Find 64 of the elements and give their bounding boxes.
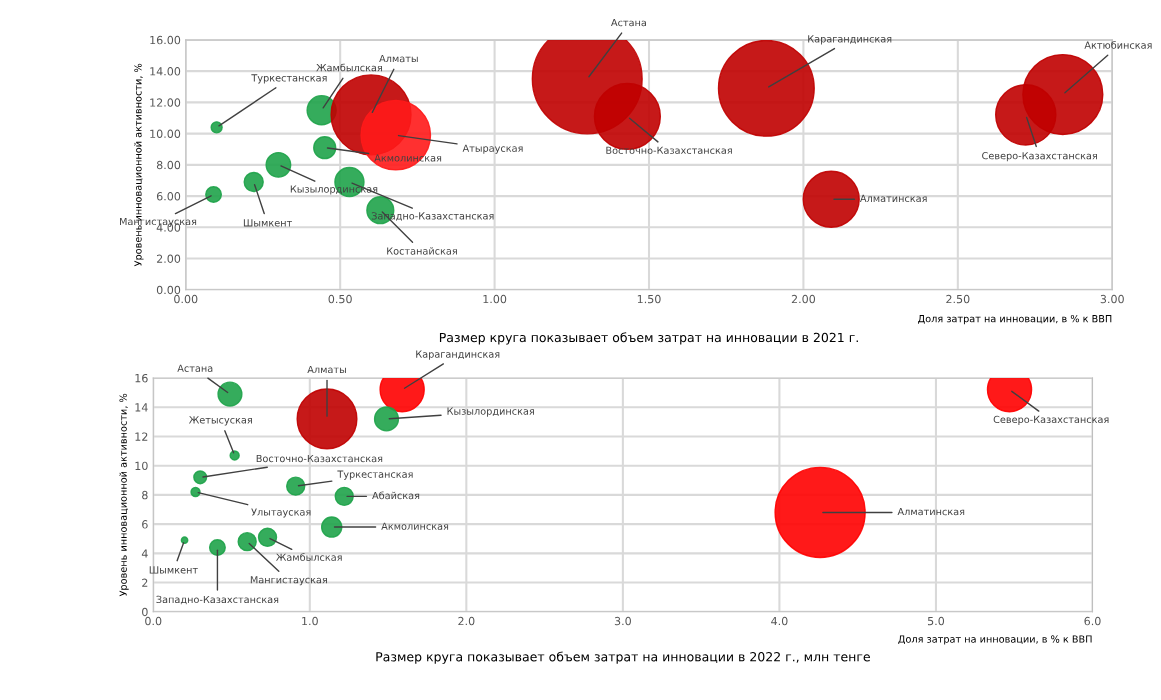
y-tick-label: 12 — [135, 432, 148, 441]
y-tick-label: 6 — [142, 520, 148, 529]
x-tick-label: 2.50 — [946, 294, 970, 304]
x-tick-label: 1.0 — [302, 616, 318, 626]
text: Шымкент — [243, 219, 292, 227]
y-tick-label: 2 — [142, 578, 148, 587]
text: Кызылординская — [447, 407, 534, 417]
y-tick-label: 10.00 — [150, 129, 181, 138]
y-tick-label: 4 — [141, 549, 148, 558]
series-label: Карагандинская — [808, 35, 892, 45]
y-tick-label: 8 — [142, 490, 148, 500]
series-label: Карагандинская — [416, 350, 500, 360]
text: Акмолинская — [381, 522, 449, 530]
x-tick-label: 2.0 — [458, 616, 475, 626]
text: Туркестанская — [251, 74, 327, 84]
x-tick-label: 0.50 — [328, 294, 352, 304]
y-tick-label: 12.00 — [150, 98, 181, 107]
series-label: Астана — [611, 18, 646, 27]
text: Костанайская — [387, 247, 457, 255]
x-axis-title: Доля затрат на инновации, в % к ВВП — [918, 314, 1112, 325]
text: Алматинская — [897, 508, 965, 516]
x-tick-label: 1.50 — [637, 294, 661, 304]
x-tick-label: 3.0 — [614, 616, 631, 626]
text: Восточно-Казахстанская — [256, 454, 383, 463]
text: Размер круга показывает объем затрат на инновации в 2021 г. — [439, 332, 858, 345]
y-tick-label: 10 — [135, 461, 148, 471]
y-tick-label: 2.00 — [156, 254, 181, 263]
y-tick-label: 0.00 — [156, 285, 181, 295]
y-tick-label: 16 — [135, 373, 148, 383]
series-label: Северо-Казахстанская — [982, 152, 1097, 162]
series-label: Абайская — [372, 491, 420, 500]
series-label: Астана — [177, 364, 213, 372]
text: Алматы — [307, 365, 346, 374]
y-tick-label: 8.00 — [156, 160, 181, 170]
text: Размер круга показывает объем затрат на инновации в 2022 г., млн тенге — [376, 651, 870, 664]
x-tick-label: 4.0 — [771, 616, 788, 626]
series-label: Алматинская — [860, 194, 927, 203]
text: Туркестанская — [337, 470, 413, 480]
text: Улытауская — [251, 508, 311, 518]
series-label: Восточно-Казахстанская — [606, 146, 732, 154]
y-tick-label: 14.00 — [150, 67, 181, 76]
text: Западно-Казахстанская — [156, 595, 279, 605]
y-tick-label: 0 — [142, 607, 148, 617]
x-tick-label: 0.00 — [174, 294, 198, 304]
x-tick-label: 3.00 — [1100, 294, 1124, 304]
series-label: Алматы — [379, 54, 418, 63]
y-tick-label: 6.00 — [156, 192, 181, 201]
text: Жетысуская — [189, 416, 252, 426]
y-tick-label: 14 — [135, 403, 148, 412]
x-tick-label: 1.00 — [483, 294, 507, 304]
series-label: Жамбылская — [276, 553, 342, 561]
series-label: Северо-Казахстанская — [993, 415, 1109, 425]
text: Атырауская — [462, 144, 523, 154]
x-axis-title: Доля затрат на инновации, в % к ВВП — [898, 635, 1092, 645]
text: Мангистауская — [250, 576, 327, 586]
x-tick-label: 5.0 — [927, 616, 945, 626]
text: Жамбылская — [316, 63, 382, 72]
y-tick-label: 16.00 — [150, 35, 181, 45]
x-tick-label: 6.0 — [1084, 616, 1101, 626]
text: Шымкент — [149, 566, 198, 574]
series-label: Актюбинская — [1084, 41, 1152, 49]
y-axis-title: Уровень инновационной активности, % — [119, 393, 129, 597]
x-tick-label: 0.0 — [145, 616, 162, 626]
x-tick-label: 2.00 — [791, 294, 816, 304]
